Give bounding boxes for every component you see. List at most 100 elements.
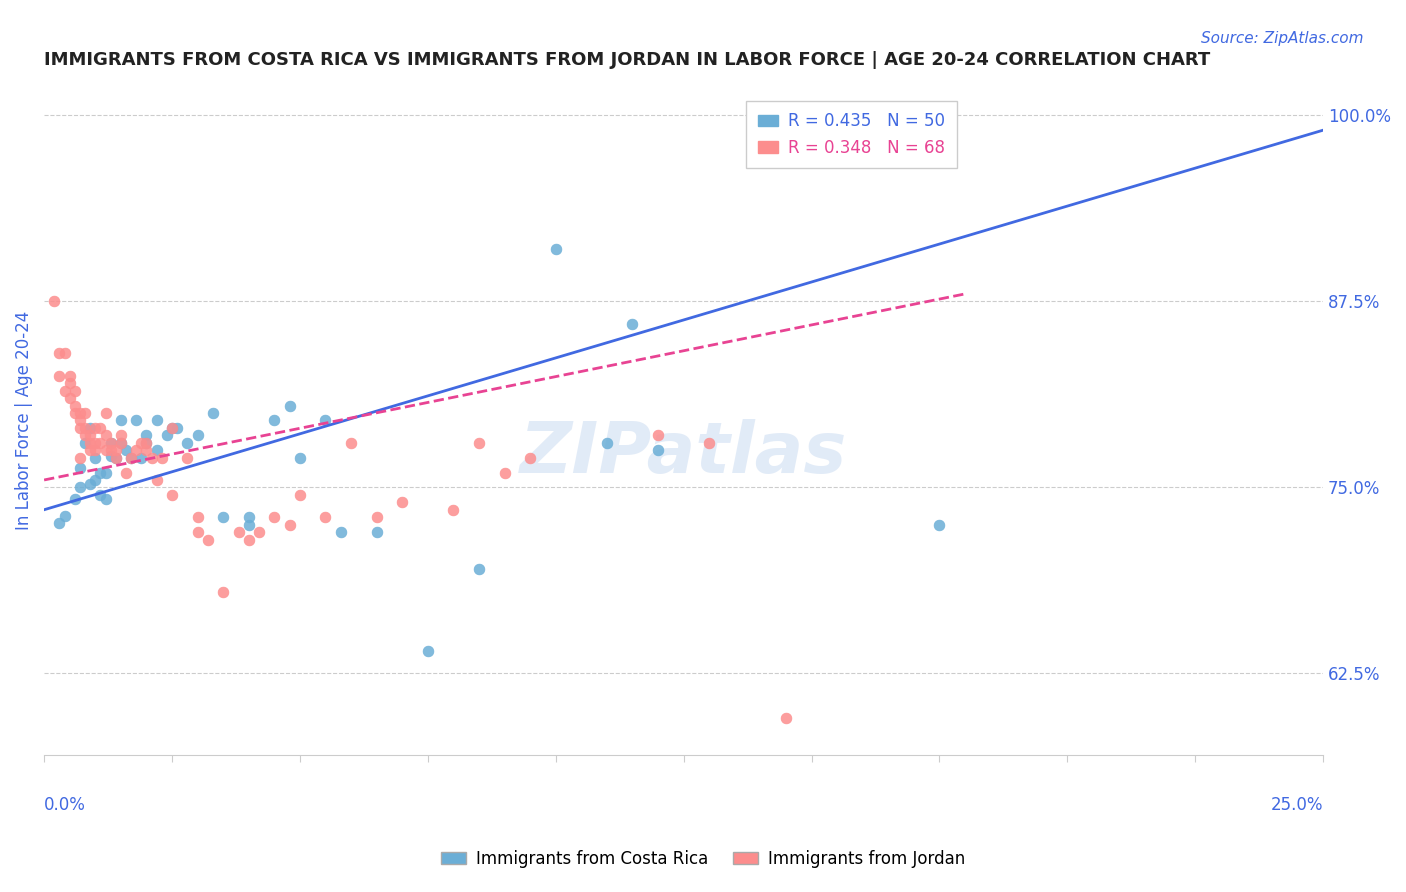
- Point: [69, 450, 91, 465]
- Point: [73, 406, 96, 420]
- Point: [596, 435, 619, 450]
- Point: [366, 524, 388, 539]
- Point: [468, 562, 491, 576]
- Point: [212, 510, 235, 524]
- Point: [94, 406, 117, 420]
- Point: [176, 435, 198, 450]
- Point: [89, 488, 111, 502]
- Point: [63, 492, 86, 507]
- Point: [135, 443, 157, 458]
- Point: [176, 450, 198, 465]
- Point: [48, 368, 70, 383]
- Text: 25.0%: 25.0%: [1271, 796, 1323, 814]
- Point: [160, 421, 183, 435]
- Point: [89, 421, 111, 435]
- Point: [73, 421, 96, 435]
- Point: [84, 450, 107, 465]
- Point: [84, 473, 107, 487]
- Point: [212, 584, 235, 599]
- Point: [84, 421, 107, 435]
- Point: [94, 428, 117, 442]
- Point: [59, 391, 82, 405]
- Point: [131, 435, 153, 450]
- Point: [928, 517, 950, 532]
- Point: [100, 443, 122, 458]
- Point: [187, 524, 209, 539]
- Point: [238, 510, 260, 524]
- Point: [69, 421, 91, 435]
- Point: [100, 449, 122, 463]
- Point: [288, 450, 311, 465]
- Point: [79, 428, 101, 442]
- Point: [115, 466, 138, 480]
- Point: [110, 428, 132, 442]
- Point: [53, 346, 76, 360]
- Point: [69, 406, 91, 420]
- Text: ZIPatlas: ZIPatlas: [520, 419, 848, 489]
- Point: [53, 384, 76, 398]
- Point: [79, 421, 101, 435]
- Point: [100, 435, 122, 450]
- Point: [647, 443, 669, 458]
- Point: [73, 428, 96, 442]
- Point: [697, 435, 720, 450]
- Point: [278, 517, 301, 532]
- Point: [468, 435, 491, 450]
- Point: [315, 413, 337, 427]
- Text: Source: ZipAtlas.com: Source: ZipAtlas.com: [1201, 31, 1364, 46]
- Point: [104, 443, 127, 458]
- Point: [315, 510, 337, 524]
- Point: [135, 428, 157, 442]
- Point: [160, 488, 183, 502]
- Point: [340, 435, 363, 450]
- Point: [73, 435, 96, 450]
- Point: [115, 443, 138, 458]
- Point: [145, 413, 167, 427]
- Point: [84, 443, 107, 458]
- Point: [125, 413, 148, 427]
- Point: [621, 317, 644, 331]
- Point: [519, 450, 541, 465]
- Point: [48, 516, 70, 530]
- Point: [69, 461, 91, 475]
- Text: 0.0%: 0.0%: [44, 796, 86, 814]
- Point: [59, 376, 82, 391]
- Point: [416, 644, 439, 658]
- Point: [120, 450, 142, 465]
- Point: [247, 524, 270, 539]
- Point: [94, 466, 117, 480]
- Point: [100, 435, 122, 450]
- Point: [135, 435, 157, 450]
- Point: [110, 435, 132, 450]
- Point: [120, 450, 142, 465]
- Point: [288, 488, 311, 502]
- Point: [647, 428, 669, 442]
- Legend: R = 0.435   N = 50, R = 0.348   N = 68: R = 0.435 N = 50, R = 0.348 N = 68: [747, 101, 956, 169]
- Point: [228, 524, 250, 539]
- Point: [110, 413, 132, 427]
- Point: [187, 510, 209, 524]
- Point: [263, 510, 285, 524]
- Point: [104, 450, 127, 465]
- Point: [278, 399, 301, 413]
- Point: [775, 711, 797, 725]
- Point: [494, 466, 516, 480]
- Point: [160, 421, 183, 435]
- Point: [63, 384, 86, 398]
- Point: [104, 450, 127, 465]
- Point: [94, 492, 117, 507]
- Point: [187, 428, 209, 442]
- Point: [145, 443, 167, 458]
- Point: [131, 450, 153, 465]
- Point: [441, 502, 464, 516]
- Point: [135, 435, 157, 450]
- Point: [544, 242, 567, 256]
- Point: [110, 435, 132, 450]
- Point: [391, 495, 413, 509]
- Point: [79, 443, 101, 458]
- Point: [166, 421, 188, 435]
- Point: [150, 450, 173, 465]
- Point: [53, 508, 76, 523]
- Point: [89, 435, 111, 450]
- Point: [197, 533, 219, 547]
